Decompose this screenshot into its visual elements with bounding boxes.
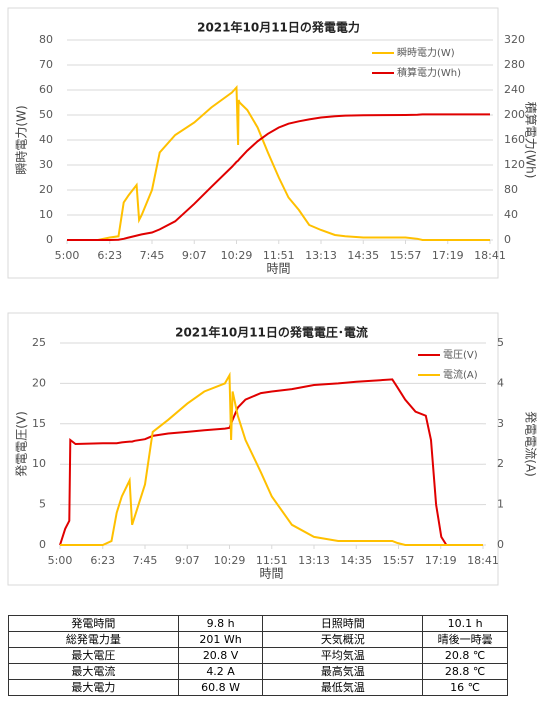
y-tick-label: 15 (32, 417, 46, 430)
table-cell: 晴後一時曇 (422, 631, 508, 648)
y-tick-label: 30 (39, 158, 53, 171)
x-tick-label: 18:41 (474, 249, 506, 262)
table-cell: 天気概況 (262, 631, 424, 648)
x-tick-label: 11:51 (263, 249, 295, 262)
x-tick-label: 5:00 (55, 249, 80, 262)
table-cell: 201 Wh (177, 631, 264, 648)
series-line (67, 85, 490, 241)
y-tick-label: 70 (39, 58, 53, 71)
y-tick-label: 25 (32, 336, 46, 349)
charts: 0102030405060708004080120160200240280320… (7, 7, 539, 586)
x-tick-label: 15:57 (390, 249, 422, 262)
x-tick-label: 9:07 (175, 554, 200, 567)
y-tick-label: 10 (39, 208, 53, 221)
table-row: 最大電力 60.8 W 最低気温 16 ℃ (8, 679, 508, 696)
table-cell: 日照時間 (262, 615, 424, 632)
y-tick-label: 5 (39, 498, 46, 511)
y-tick-label: 50 (39, 108, 53, 121)
series-line (60, 371, 483, 546)
table-cell: 28.8 ℃ (422, 663, 508, 680)
y2-tick-label: 280 (504, 58, 525, 71)
table-cell: 最低気温 (262, 679, 424, 696)
x-tick-label: 10:29 (221, 249, 253, 262)
x-tick-label: 17:19 (432, 249, 464, 262)
table-cell: 発電時間 (8, 615, 179, 632)
y-axis-label: 発電電圧(V) (15, 411, 29, 477)
x-tick-label: 6:23 (90, 554, 115, 567)
x-tick-label: 9:07 (182, 249, 207, 262)
y2-tick-label: 120 (504, 158, 525, 171)
x-tick-label: 10:29 (214, 554, 246, 567)
y2-tick-label: 160 (504, 133, 525, 146)
legend-label: 電流(A) (443, 368, 478, 381)
y-tick-label: 0 (39, 538, 46, 551)
x-tick-label: 6:23 (97, 249, 122, 262)
x-axis-label: 時間 (259, 567, 283, 581)
table-cell: 10.1 h (422, 615, 508, 632)
table-row: 最大電流 4.2 A 最高気温 28.8 ℃ (8, 663, 508, 680)
y2-axis-label: 積算電力(Wh) (524, 102, 539, 179)
y2-tick-label: 0 (504, 233, 511, 246)
table-cell: 平均気温 (262, 647, 424, 664)
table-cell: 最高気温 (262, 663, 424, 680)
y2-tick-label: 2 (497, 457, 504, 470)
y2-tick-label: 80 (504, 183, 518, 196)
x-tick-label: 17:19 (425, 554, 457, 567)
table-cell: 20.8 ℃ (422, 647, 508, 664)
x-tick-label: 13:13 (298, 554, 330, 567)
y2-tick-label: 4 (497, 376, 504, 389)
y-tick-label: 80 (39, 33, 53, 46)
x-tick-label: 13:13 (305, 249, 337, 262)
chart-frame (7, 7, 499, 279)
table-cell: 最大電圧 (8, 647, 179, 664)
table-cell: 16 ℃ (422, 679, 508, 696)
y2-tick-label: 240 (504, 83, 525, 96)
y-tick-label: 20 (39, 183, 53, 196)
summary-table: 発電時間 9.8 h 日照時間 10.1 h 総発電力量 201 Wh 天気概況 晴後一時曇最… (8, 615, 508, 696)
table-cell: 4.2 A (177, 663, 264, 680)
table-cell: 最大電流 (8, 663, 179, 680)
y-tick-label: 20 (32, 376, 46, 389)
chart-title: 2021年10月11日の発電電圧･電流 (175, 325, 368, 340)
table-cell: 最大電力 (8, 679, 179, 696)
x-tick-label: 18:41 (467, 554, 499, 567)
y-tick-label: 40 (39, 133, 53, 146)
table-row: 最大電圧 20.8 V 平均気温 20.8 ℃ (8, 647, 508, 664)
table-cell: 9.8 h (177, 615, 264, 632)
x-tick-label: 5:00 (48, 554, 73, 567)
series-line (67, 113, 490, 241)
x-tick-label: 7:45 (140, 249, 165, 262)
y2-tick-label: 0 (497, 538, 504, 551)
y2-tick-label: 200 (504, 108, 525, 121)
x-tick-label: 14:35 (347, 249, 379, 262)
y2-tick-label: 3 (497, 417, 504, 430)
y2-tick-label: 320 (504, 33, 525, 46)
x-tick-label: 7:45 (133, 554, 158, 567)
legend-label: 瞬時電力(W) (397, 46, 455, 59)
y-axis-label: 瞬時電力(W) (15, 105, 29, 174)
x-axis-label: 時間 (266, 262, 290, 276)
chart-title: 2021年10月11日の発電電力 (197, 20, 360, 35)
table-cell: 60.8 W (177, 679, 264, 696)
legend-label: 電圧(V) (443, 349, 478, 361)
y2-tick-label: 1 (497, 498, 504, 511)
y2-tick-label: 40 (504, 208, 518, 221)
y2-axis-label: 発電電流(A) (524, 411, 538, 477)
y-tick-label: 10 (32, 457, 46, 470)
y2-tick-label: 5 (497, 336, 504, 349)
x-tick-label: 14:35 (340, 554, 372, 567)
legend-label: 積算電力(Wh) (397, 66, 461, 79)
table-cell: 総発電力量 (8, 631, 179, 648)
table-row: 発電時間 9.8 h 日照時間 10.1 h (8, 615, 508, 632)
x-tick-label: 11:51 (256, 554, 288, 567)
chart-frame (7, 312, 499, 586)
x-tick-label: 15:57 (383, 554, 415, 567)
table-cell: 20.8 V (177, 647, 264, 664)
table-row: 総発電力量 201 Wh 天気概況 晴後一時曇 (8, 631, 508, 648)
y-tick-label: 0 (46, 233, 53, 246)
y-tick-label: 60 (39, 83, 53, 96)
